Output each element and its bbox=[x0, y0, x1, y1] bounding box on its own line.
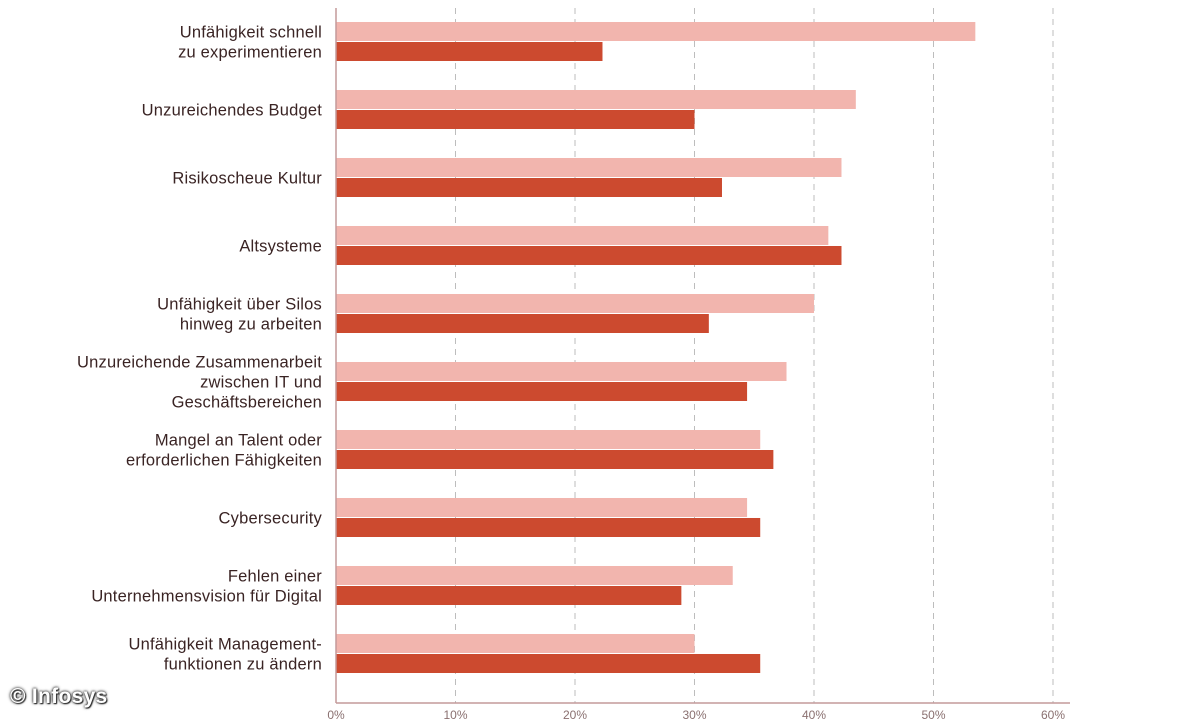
bar-dark bbox=[336, 586, 682, 605]
category-label: Cybersecurity bbox=[219, 510, 323, 528]
category-label: Unfähigkeit Management-funktionen zu änd… bbox=[128, 636, 322, 674]
bar-dark bbox=[336, 110, 695, 129]
category-label: Mangel an Talent oder erforderlichen Fähi… bbox=[126, 432, 322, 470]
bar-dark bbox=[336, 42, 603, 61]
bar-light bbox=[336, 634, 695, 653]
category-label: Altsysteme bbox=[239, 238, 322, 256]
bar-light bbox=[336, 362, 787, 381]
x-tick-labels: 0% 10% 20% 30% 40% 50% 60% bbox=[327, 708, 1065, 720]
x-tick-label: 50% bbox=[921, 708, 945, 720]
category-label: Unzureichende Zusammenarbeit zwischen IT … bbox=[77, 354, 322, 412]
bar-dark bbox=[336, 178, 722, 197]
bar-dark bbox=[336, 382, 748, 401]
bar-light bbox=[336, 566, 733, 585]
bar-light bbox=[336, 90, 856, 109]
bar-light bbox=[336, 430, 761, 449]
bar-light bbox=[336, 158, 842, 177]
category-label: Risikoscheue Kultur bbox=[172, 170, 322, 188]
bar-light bbox=[336, 22, 976, 41]
x-tick-label: 60% bbox=[1041, 708, 1065, 720]
bar-dark bbox=[336, 314, 709, 333]
category-label: Unfähigkeit über Silos hinweg zu arbeiten bbox=[157, 296, 322, 334]
axes bbox=[335, 8, 1070, 704]
bar-dark bbox=[336, 450, 774, 469]
bars bbox=[336, 22, 976, 673]
x-tick-label: 30% bbox=[682, 708, 706, 720]
bar-light bbox=[336, 498, 748, 517]
bar-dark bbox=[336, 246, 842, 265]
category-label: Fehlen einer Unternehmensvision für Digit… bbox=[91, 568, 322, 606]
bar-dark bbox=[336, 654, 761, 673]
category-label: Unzureichendes Budget bbox=[142, 102, 323, 120]
category-label: Unfähigkeit schnell zu experimentieren bbox=[178, 24, 322, 62]
x-tick-label: 20% bbox=[563, 708, 587, 720]
x-tick-label: 10% bbox=[443, 708, 467, 720]
bar-light bbox=[336, 294, 814, 313]
x-tick-label: 40% bbox=[802, 708, 826, 720]
infosys-watermark: © Infosys bbox=[10, 685, 108, 708]
category-labels: Unfähigkeit schnell zu experimentieren Unz… bbox=[77, 24, 323, 674]
x-tick-label: 0% bbox=[327, 708, 345, 720]
bar-light bbox=[336, 226, 829, 245]
bar-dark bbox=[336, 518, 761, 537]
